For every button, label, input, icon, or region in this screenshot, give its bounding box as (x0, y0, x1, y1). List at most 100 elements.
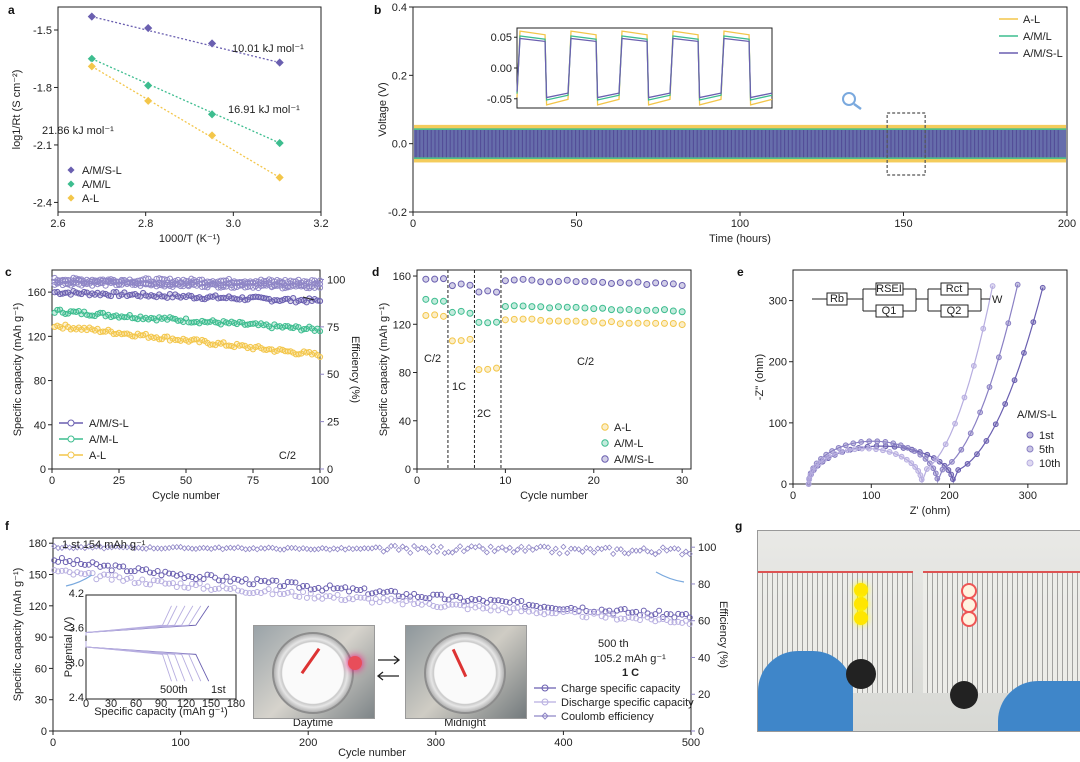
x-axis-a-label: 3.0 (226, 218, 241, 230)
x-axis-b-label: 50 (570, 218, 582, 230)
nyquist-point-e (983, 438, 990, 444)
discharge-point-f (564, 608, 571, 615)
capacity-point-d (581, 277, 589, 285)
efficiency-point-f (97, 543, 104, 550)
charge-point-f (414, 593, 421, 600)
discharge-point-f (227, 586, 234, 593)
discharge-point-f (280, 591, 287, 598)
discharge-point-f (93, 576, 100, 583)
discharge-point-f (575, 608, 582, 615)
discharge-point-f (185, 584, 192, 591)
nyquist-point-e (809, 468, 816, 474)
axis-arrow-f (655, 571, 685, 583)
efficiency-point-f (273, 545, 280, 552)
charge-point-f (468, 595, 475, 602)
capacity-point-d (572, 317, 580, 325)
discharge-point-f (353, 594, 360, 601)
nyquist-point-e (932, 470, 939, 477)
efficiency-point-f (437, 543, 444, 550)
y2-axis-title-c: Efficiency (%) (349, 336, 361, 403)
discharge-point-f (265, 586, 272, 593)
efficiency-point-f (407, 549, 414, 556)
charge-point-f (62, 559, 69, 566)
capacity-point-d (554, 303, 562, 311)
charge-point-f (621, 605, 628, 612)
charge-point-f (663, 611, 670, 618)
y-axis-d-label: 80 (399, 368, 411, 380)
nyquist-point-e (1005, 320, 1012, 327)
discharge-point-f (606, 610, 613, 617)
x-axis-d-label: 0 (414, 475, 420, 487)
capacity-point-d (484, 319, 492, 327)
inset-f-xtick: 30 (105, 698, 117, 710)
y-axis-e-label: 300 (769, 296, 787, 308)
charge-point-f (499, 598, 506, 605)
x-axis-title-f: Cycle number (338, 747, 406, 759)
inset-b-tick-label: -0.05 (487, 94, 512, 106)
x-axis-title-e: Z' (ohm) (910, 505, 951, 517)
discharge-point-f (437, 604, 444, 611)
efficiency-point-f (525, 544, 533, 551)
nyquist-point-e (892, 451, 899, 457)
charge-point-f (303, 583, 310, 590)
red-light-icon (348, 656, 362, 670)
charge-point-f (437, 591, 444, 598)
efficiency-point-f (204, 545, 211, 552)
charge-point-f (422, 595, 429, 602)
nyquist-point-e (995, 354, 1002, 361)
efficiency-point-f (353, 545, 360, 552)
capacity-point-d (599, 304, 607, 312)
discharge-point-f (196, 580, 203, 587)
capacity-point-d (440, 297, 448, 305)
capacity-point-d (590, 278, 598, 286)
discharge-point-f (273, 587, 280, 594)
charge-point-f (292, 579, 299, 586)
y-axis-d-label: 160 (393, 271, 411, 283)
x-axis-a-label: 2.6 (50, 218, 65, 230)
nyquist-point-e (992, 421, 999, 428)
discharge-point-f (127, 574, 134, 581)
charge-point-f (277, 583, 284, 590)
charge-point-f (231, 575, 238, 582)
legend-marker-f (541, 712, 549, 720)
discharge-point-f (139, 576, 146, 583)
capacity-point-d (546, 304, 554, 312)
efficiency-point-f (675, 546, 682, 553)
discharge-point-f (89, 570, 96, 577)
efficiency-point-f (468, 543, 475, 550)
capacity-point-d (422, 275, 430, 283)
activation-energy-label: 21.86 kJ mol⁻¹ (42, 125, 114, 137)
efficiency-point-f (541, 543, 548, 550)
charge-point-f (407, 593, 414, 600)
nyquist-point-e (918, 476, 925, 483)
charge-point-f (185, 573, 192, 580)
efficiency-point-c (249, 279, 257, 286)
discharge-point-f (108, 576, 115, 583)
inset-curve-label: 1st (211, 684, 226, 696)
discharge-point-f (449, 601, 456, 608)
efficiency-point-f (280, 546, 288, 553)
capacity-point-d (493, 288, 501, 296)
y-axis-f-label: 150 (29, 570, 47, 582)
discharge-point-f (242, 589, 249, 596)
inset-f-xtick: 180 (227, 698, 245, 710)
charge-point-f (146, 569, 153, 576)
charge-point-f (625, 609, 632, 616)
inset-b-tick-label: 0.00 (491, 63, 512, 75)
efficiency-point-f (491, 548, 498, 555)
capacity-point-d (475, 318, 483, 326)
nyquist-point-e (942, 441, 949, 448)
charge-point-f (288, 579, 295, 586)
x-axis-e-label: 100 (862, 490, 880, 502)
panel-label-d: d (372, 265, 379, 279)
discharge-point-f (453, 601, 460, 608)
charge-point-f (675, 610, 682, 617)
charge-point-f (81, 561, 88, 568)
capacity-point-d (607, 280, 615, 288)
y-axis-c-label: 160 (28, 287, 46, 299)
discharge-point-f (154, 577, 161, 584)
efficiency-point-f (648, 549, 655, 556)
efficiency-point-f (62, 543, 69, 550)
efficiency-point-f (545, 544, 552, 551)
efficiency-point-f (659, 544, 666, 551)
